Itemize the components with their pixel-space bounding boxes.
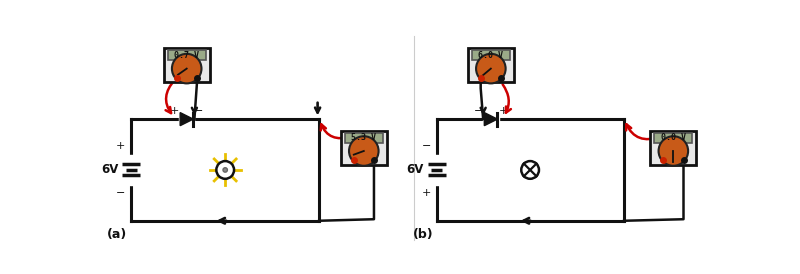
Circle shape (658, 136, 688, 166)
Circle shape (223, 168, 227, 172)
Text: +: + (116, 141, 125, 152)
Polygon shape (484, 113, 498, 126)
FancyBboxPatch shape (650, 131, 697, 165)
Text: 6V: 6V (406, 163, 424, 176)
Text: −: − (474, 106, 483, 116)
Text: 6.0 V: 6.0 V (478, 51, 503, 60)
Circle shape (476, 54, 506, 83)
Circle shape (522, 161, 539, 179)
Text: (b): (b) (413, 228, 434, 241)
Circle shape (172, 54, 202, 83)
Text: +: + (170, 106, 179, 116)
Text: −: − (422, 141, 431, 152)
FancyBboxPatch shape (341, 131, 387, 165)
Text: −: − (194, 106, 204, 116)
Text: 0.0 V: 0.0 V (661, 133, 686, 142)
Text: 0.7 V: 0.7 V (174, 51, 199, 60)
FancyBboxPatch shape (168, 50, 206, 61)
Text: 5.3 V: 5.3 V (351, 133, 376, 142)
Text: (a): (a) (106, 228, 127, 241)
Text: +: + (498, 106, 508, 116)
Circle shape (349, 136, 378, 166)
Text: −: − (116, 189, 125, 198)
Polygon shape (180, 113, 194, 126)
Text: +: + (422, 189, 431, 198)
FancyBboxPatch shape (163, 48, 210, 82)
FancyBboxPatch shape (468, 48, 514, 82)
Text: 6V: 6V (101, 163, 118, 176)
FancyBboxPatch shape (472, 50, 510, 61)
FancyBboxPatch shape (345, 133, 382, 143)
FancyBboxPatch shape (654, 133, 692, 143)
Circle shape (216, 161, 234, 179)
